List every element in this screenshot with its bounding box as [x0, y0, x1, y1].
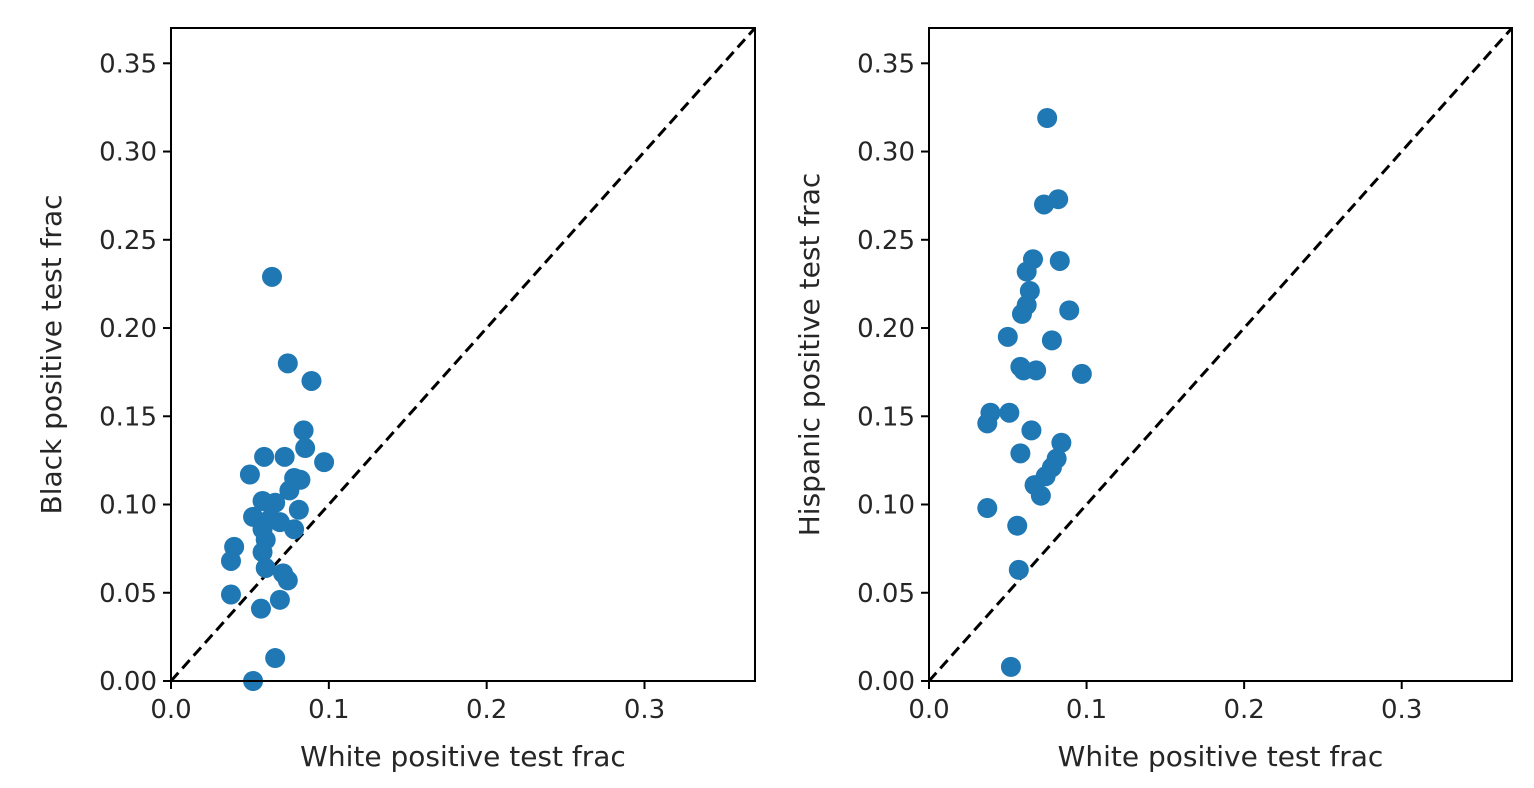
data-point [977, 413, 998, 434]
data-point [262, 266, 283, 287]
data-point [220, 550, 241, 571]
data-point [265, 492, 286, 513]
data-point [254, 446, 275, 467]
data-point [1010, 443, 1031, 464]
y-axis-label: Hispanic positive test frac [793, 173, 826, 537]
y-axis-label: Black positive test frac [35, 195, 68, 515]
data-point [288, 499, 309, 520]
data-point [1059, 300, 1080, 321]
x-tick-label: 0.0 [150, 695, 191, 725]
x-axis-label: White positive test frac [300, 740, 626, 773]
x-tick-label: 0.1 [1066, 695, 1107, 725]
y-tick-label: 0.15 [99, 402, 157, 432]
data-point [277, 570, 298, 591]
x-tick-label: 0.0 [908, 695, 949, 725]
data-point [1034, 194, 1055, 215]
data-point [277, 353, 298, 374]
axes-frame [928, 27, 1513, 682]
y-tick-label: 0.30 [99, 138, 157, 168]
y-tick-label: 0.20 [99, 314, 157, 344]
data-point [301, 370, 322, 391]
data-point [279, 480, 300, 501]
x-tick-label: 0.3 [1381, 695, 1422, 725]
y-tick-label: 0.35 [857, 49, 915, 79]
y-tick-label: 0.15 [857, 402, 915, 432]
data-point [999, 402, 1020, 423]
data-point [284, 519, 305, 540]
data-point [314, 452, 335, 473]
data-point [252, 542, 273, 563]
data-point [977, 498, 998, 519]
x-axis-label: White positive test frac [1058, 740, 1384, 773]
data-point [269, 589, 290, 610]
x-tick-label: 0.1 [308, 695, 349, 725]
data-point [1016, 295, 1037, 316]
data-point [1008, 559, 1029, 580]
data-point [265, 648, 286, 669]
y-tick-label: 0.30 [857, 138, 915, 168]
data-point [1016, 261, 1037, 282]
data-point [239, 464, 260, 485]
identity-line [927, 27, 1514, 682]
data-point [293, 420, 314, 441]
data-point [1021, 420, 1042, 441]
axes-frame [170, 27, 756, 682]
data-point [1051, 432, 1072, 453]
data-point [295, 438, 316, 459]
black-vs-white-panel: 0.0 0.1 0.2 0.3 0.00 0.05 0.10 0.15 0.20 0.25 0.30… [35, 27, 757, 773]
y-tick-label: 0.00 [99, 667, 157, 697]
identity-line [169, 27, 757, 682]
y-tick-label: 0.05 [99, 579, 157, 609]
y-tick-label: 0.05 [857, 579, 915, 609]
data-point [255, 558, 276, 579]
y-tick-label: 0.20 [857, 314, 915, 344]
data-point [997, 326, 1018, 347]
data-point [250, 598, 271, 619]
data-point [1007, 515, 1028, 536]
x-tick-label: 0.2 [1223, 695, 1264, 725]
y-tick-label: 0.35 [99, 49, 157, 79]
data-point [1037, 108, 1058, 129]
data-point [1071, 363, 1092, 384]
data-point [1026, 360, 1047, 381]
x-tick-label: 0.3 [624, 695, 665, 725]
x-tick-label: 0.2 [466, 695, 507, 725]
data-point [1030, 485, 1051, 506]
data-point [274, 446, 295, 467]
data-point [1049, 250, 1070, 271]
data-point [220, 584, 241, 605]
y-tick-label: 0.25 [857, 226, 915, 256]
y-tick-label: 0.10 [99, 491, 157, 521]
y-tick-label: 0.10 [857, 491, 915, 521]
data-point [1041, 330, 1062, 351]
hispanic-vs-white-panel: 0.0 0.1 0.2 0.3 0.00 0.05 0.10 0.15 0.20 0.25 0.30… [793, 27, 1514, 773]
y-tick-label: 0.25 [99, 226, 157, 256]
data-point [1000, 656, 1021, 677]
y-tick-label: 0.00 [857, 667, 915, 697]
